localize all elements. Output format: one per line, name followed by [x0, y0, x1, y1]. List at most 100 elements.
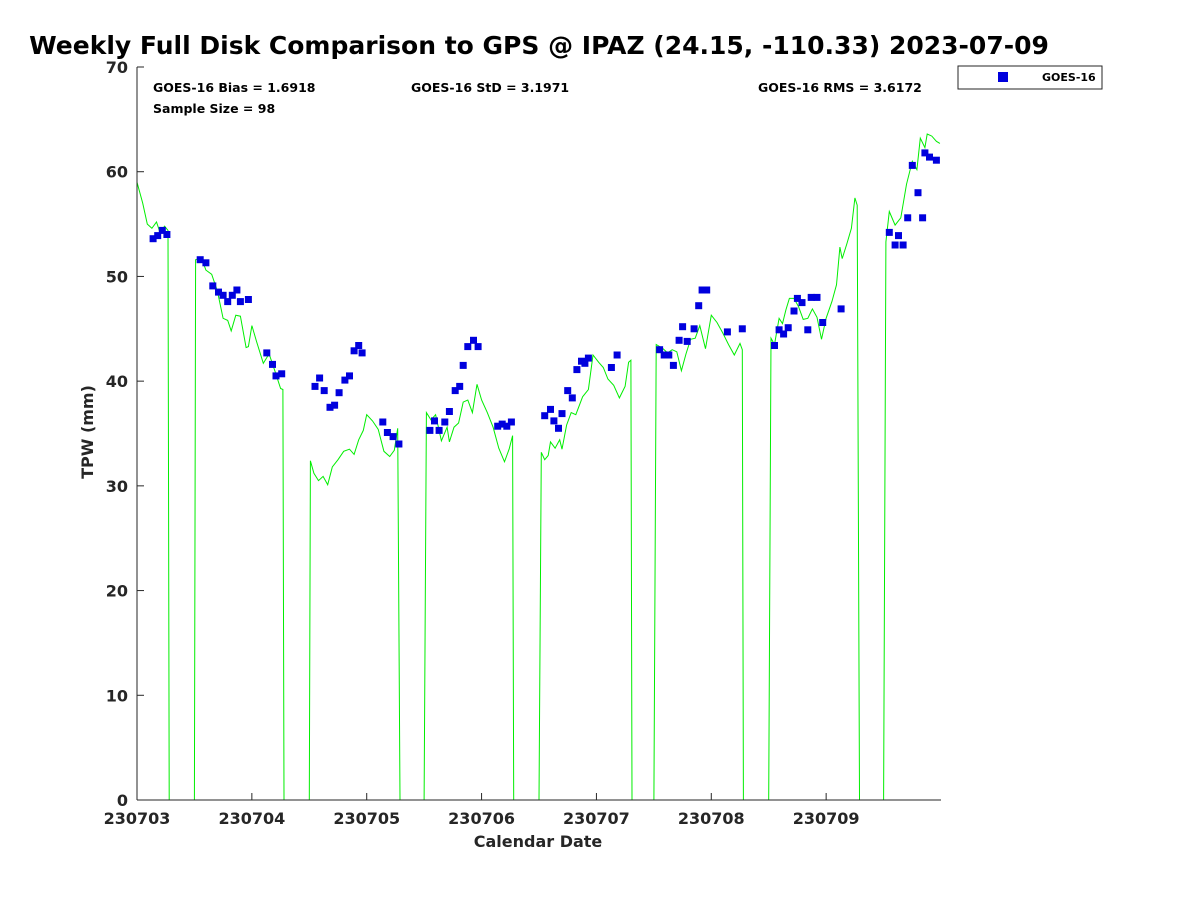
- stat-std: GOES-16 StD = 3.1971: [411, 80, 569, 95]
- goes16-point: [919, 214, 927, 222]
- legend-marker-goes16: [998, 72, 1008, 82]
- goes16-point: [738, 325, 746, 333]
- goes16-point: [149, 235, 157, 243]
- x-ticks: 230703 230704 230705 230706 230707 230708 2307…: [104, 793, 860, 828]
- goes16-point: [914, 189, 922, 197]
- goes16-point: [445, 408, 453, 415]
- goes16-point: [813, 293, 821, 301]
- x-axis-label: Calendar Date: [474, 832, 603, 851]
- goes16-point: [326, 403, 334, 411]
- goes16-point: [431, 417, 438, 425]
- goes16-point: [899, 241, 907, 249]
- goes16-point: [568, 394, 576, 402]
- x-tick-label: 230709: [793, 809, 860, 828]
- goes16-point: [224, 298, 232, 306]
- legend-box: [957, 65, 1103, 90]
- y-tick-label: 20: [106, 582, 128, 601]
- goes16-point: [426, 426, 434, 434]
- goes16-point: [895, 232, 902, 240]
- goes16-point: [790, 307, 798, 315]
- goes16-point: [383, 429, 391, 436]
- x-tick-label: 230703: [104, 809, 171, 828]
- goes16-point: [695, 302, 703, 310]
- goes16-point: [656, 346, 664, 354]
- goes16-point: [584, 354, 592, 362]
- axes: 0 10 20 30 40 50 60 70 230703 230704 230705 230706…: [104, 58, 941, 828]
- goes16-point: [926, 153, 933, 161]
- goes16-point: [346, 372, 353, 380]
- goes16-point: [331, 401, 339, 409]
- stats-annotations: GOES-16 Bias = 1.6918 GOES-16 StD = 3.19…: [153, 80, 922, 116]
- y-tick-label: 70: [106, 58, 128, 77]
- y-ticks: 0 10 20 30 40 50 60 70: [106, 58, 144, 810]
- goes16-point: [202, 259, 210, 267]
- x-tick-label: 230708: [678, 809, 745, 828]
- goes16-point: [573, 366, 581, 374]
- goes16-point: [269, 360, 276, 368]
- goes16-point: [341, 376, 349, 384]
- goes16-point: [564, 387, 572, 395]
- goes16-point: [798, 299, 806, 307]
- goes16-point: [470, 336, 477, 344]
- y-tick-label: 10: [106, 686, 128, 705]
- goes16-point: [775, 326, 783, 334]
- goes16-point: [904, 214, 912, 222]
- legend-entry-goes16: GOES-16: [1042, 71, 1096, 84]
- y-axis-label: TPW (mm): [78, 385, 97, 479]
- y-tick-label: 30: [106, 477, 128, 496]
- stat-rms: GOES-16 RMS = 3.6172: [758, 80, 922, 95]
- goes16-point: [780, 330, 788, 338]
- goes16-point: [163, 231, 171, 238]
- y-tick-label: 50: [106, 267, 128, 286]
- goes16-point: [196, 256, 204, 264]
- chart-title: Weekly Full Disk Comparison to GPS @ IPA…: [29, 31, 1049, 60]
- goes16-point: [837, 305, 845, 313]
- goes16-point: [819, 319, 827, 326]
- goes16-point: [541, 412, 549, 420]
- goes16-marker-layer: [149, 149, 940, 448]
- goes16-point: [209, 282, 217, 290]
- goes16-point: [456, 382, 464, 390]
- goes16-point: [547, 405, 554, 413]
- goes16-point: [244, 296, 252, 303]
- goes16-point: [158, 226, 166, 234]
- goes16-point: [550, 417, 558, 425]
- goes16-point: [233, 286, 241, 294]
- goes16-point: [503, 422, 511, 430]
- goes16-point: [263, 349, 271, 357]
- goes16-point: [771, 342, 778, 349]
- goes16-point: [350, 347, 358, 355]
- goes16-point: [335, 389, 343, 397]
- gps-line-segment: [538, 353, 633, 801]
- y-tick-label: 0: [117, 791, 128, 810]
- goes16-point: [690, 325, 698, 333]
- goes16-point: [215, 288, 222, 296]
- goes16-point: [320, 387, 328, 395]
- goes16-point: [507, 418, 515, 426]
- goes16-point: [804, 326, 812, 334]
- goes16-point: [558, 410, 566, 418]
- gps-line-segment: [308, 413, 401, 801]
- goes16-point: [316, 374, 324, 382]
- goes16-point: [723, 328, 731, 336]
- goes16-point: [474, 343, 482, 351]
- goes16-point: [807, 293, 815, 301]
- goes16-point: [784, 324, 792, 332]
- goes16-point: [494, 422, 502, 430]
- y-tick-label: 60: [106, 163, 128, 182]
- x-tick-label: 230705: [333, 809, 400, 828]
- goes16-point: [908, 161, 916, 169]
- goes16-point: [498, 420, 506, 428]
- goes16-point: [311, 382, 319, 390]
- goes16-point: [272, 372, 280, 380]
- goes16-point: [665, 351, 673, 359]
- goes16-point: [581, 359, 589, 367]
- goes16-point: [358, 349, 366, 357]
- goes16-point: [435, 426, 443, 434]
- goes16-point: [607, 364, 615, 371]
- plot-area: [136, 133, 941, 801]
- legend: GOES-16: [957, 65, 1103, 90]
- goes16-point: [451, 387, 459, 395]
- gps-line-segment: [136, 182, 170, 801]
- goes16-point: [703, 286, 711, 294]
